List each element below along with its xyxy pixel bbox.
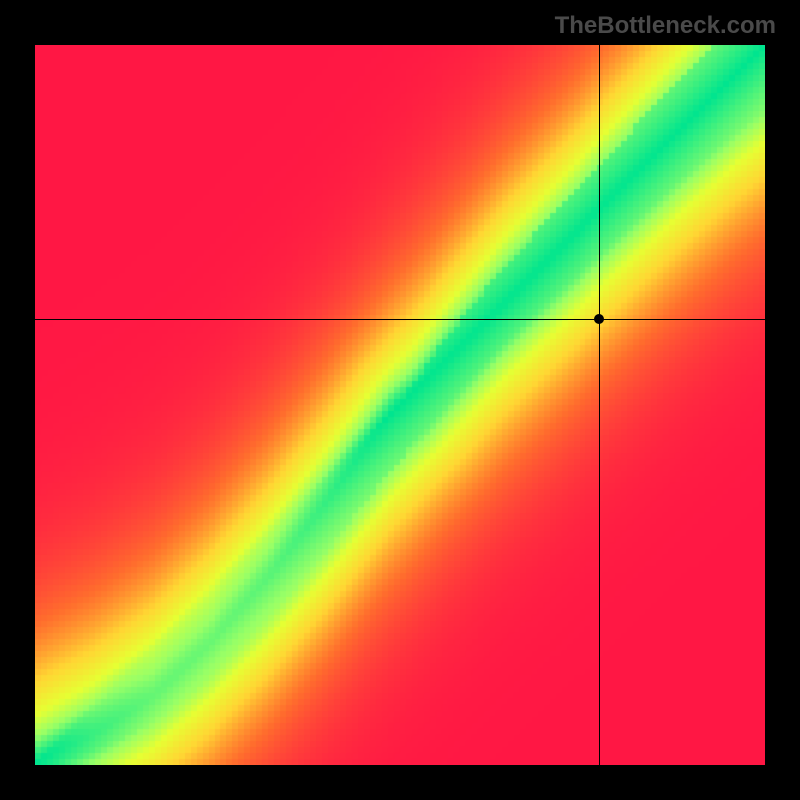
crosshair-horizontal [35,319,765,320]
heatmap-plot [35,45,765,765]
crosshair-vertical [599,45,600,765]
heatmap-canvas [35,45,765,765]
watermark-text: TheBottleneck.com [555,12,776,40]
crosshair-marker [594,314,604,324]
